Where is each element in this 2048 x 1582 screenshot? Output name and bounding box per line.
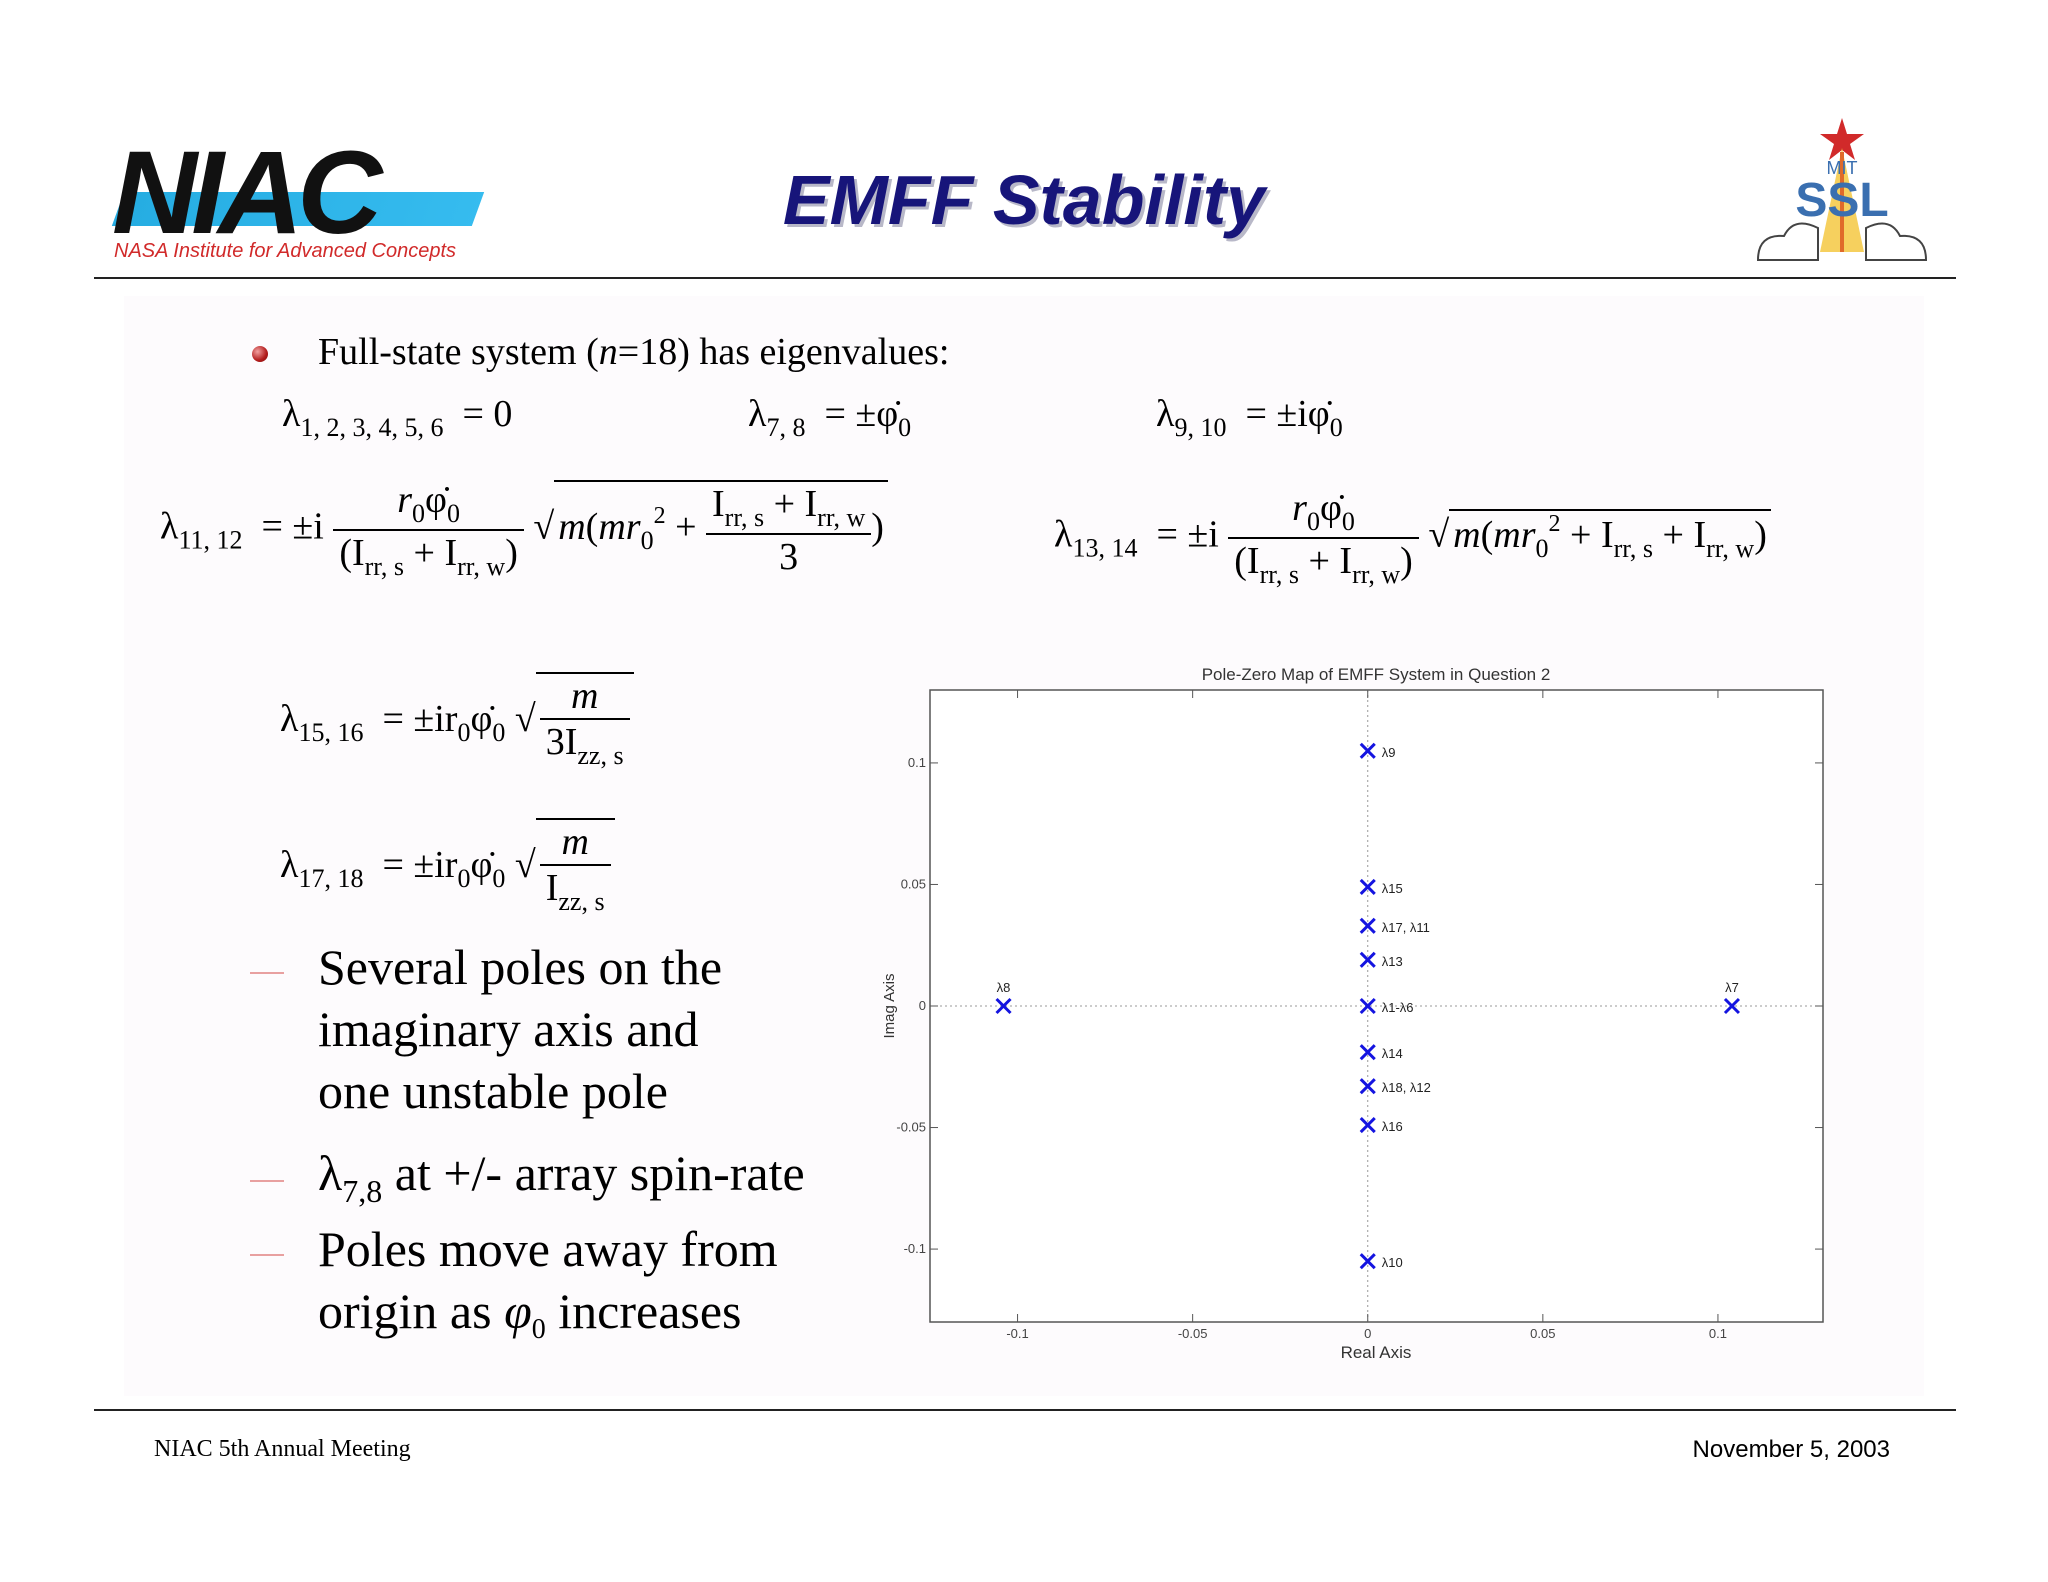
chart-points-group: λ9 λ15 λ17, λ11 λ13 λ1-λ6 λ14 λ18, λ12 λ16 λ10 λ8… [995,742,1741,1270]
eq-11-12-sqrt: m(mr02 + Irr, s + Irr, w 3) [554,479,888,579]
chart-pole-label: λ1-λ6 [1382,1000,1414,1015]
eq-lambda-7-8: λ7, 8 = ±φ̇0 [748,393,912,442]
pole-zero-chart: Pole-Zero Map of EMFF System in Question… [881,665,1824,1362]
chart-pole-marker [1359,878,1376,895]
footer-right: November 5, 2003 [1692,1436,1890,1463]
pole-x-stroke [1359,997,1376,1015]
dash-text-1: Several poles on the imaginary axis and … [318,939,723,1119]
chart-pole-label: λ15 [1382,881,1403,896]
eq-13-14-sqrt: m(mr02 + Irr, s + Irr, w) [1449,508,1771,564]
niac-logo-wordmark: NIAC [111,134,485,252]
chart-ytick-label: 0 [919,998,926,1013]
chart-pole-label: λ13 [1382,954,1403,969]
eq-lambda-17-18: λ17, 18 = ±ir0φ̇0 √ m Izz, s [280,818,615,917]
logo-mit-text: MIT [1827,158,1858,178]
chart-xtick-label: 0 [1364,1326,1371,1341]
chart-pole-marker [1359,917,1376,934]
chart-ytick-label: 0.05 [901,876,926,891]
dash-marker [250,1180,284,1182]
chart-xtick-label: -0.05 [1178,1326,1208,1341]
niac-logo-text: NIAC [112,127,382,259]
pole-x-stroke [1359,1253,1376,1270]
dash-text-2: λ7,8 at +/- array spin-rate [318,1145,805,1209]
pole-x-stroke [1723,997,1741,1015]
mit-ssl-logo: MIT SSL [1750,112,1930,272]
footer-rule [94,1409,1956,1411]
chart-pole-marker [1359,1117,1376,1134]
chart-title: Pole-Zero Map of EMFF System in Question… [1202,665,1551,684]
chart-xlabel: Real Axis [1341,1343,1412,1362]
chart-pole-label: λ9 [1382,745,1396,760]
pole-x-stroke [1359,878,1376,895]
eq-lambda-1-6: λ1, 2, 3, 4, 5, 6 = 0 [282,393,513,442]
dash-marker [250,972,284,974]
chart-pole-label: λ8 [997,980,1011,995]
footer-left: NIAC 5th Annual Meeting [154,1436,411,1462]
chart-pole-marker [1359,951,1376,968]
eq-lambda-9-10: λ9, 10 = ±iφ̇0 [1156,393,1343,442]
chart-pole-label: λ17, λ11 [1382,920,1430,935]
chart-ytick-label: -0.1 [904,1241,926,1256]
chart-xtick-label: 0.1 [1709,1326,1727,1341]
eq-lambda-11-12: λ11, 12 = ±i r0φ̇0 (Irr, s + Irr, w) √ m(… [160,478,888,582]
chart-pole-marker [1359,1078,1376,1095]
chart-pole-marker [1359,742,1376,759]
mit-ssl-logo-art: MIT SSL [1756,118,1928,261]
pole-x-stroke [995,997,1012,1015]
dash-text-3: Poles move away from origin as φ0 increa… [318,1221,778,1345]
eq-11-12-fraction: r0φ̇0 (Irr, s + Irr, w) [333,478,524,582]
chart-xtick-label: -0.1 [1006,1326,1028,1341]
chart-pole-label: λ18, λ12 [1382,1080,1431,1095]
pole-x-stroke [1359,1044,1376,1061]
logo-cloud-right [1865,222,1928,261]
chart-pole-label: λ16 [1382,1119,1403,1134]
chart-ytick-label: 0.1 [908,755,926,770]
bullet-text: Full-state system (n=18) has eigenvalues… [318,331,950,373]
header-rule [94,277,1956,279]
eq-lambda-13-14: λ13, 14 = ±i r0φ̇0 (Irr, s + Irr, w) √ m(… [1054,486,1771,590]
pole-x-stroke [1359,742,1376,759]
eq-15-16-sqrt: m 3Izz, s [535,672,634,771]
chart-pole-marker [1359,1044,1376,1061]
chart-pole-label: λ10 [1382,1255,1403,1270]
chart-pole-marker [1723,997,1741,1015]
chart-pole-marker [1359,997,1376,1015]
chart-ytick-label: -0.05 [896,1120,926,1135]
niac-logo: NIAC NASA Institute for Advanced Concept… [111,134,492,270]
bullet-icon [252,346,268,362]
pole-x-stroke [1359,917,1376,934]
chart-pole-marker [995,997,1012,1015]
chart-pole-marker [1359,1253,1376,1270]
niac-logo-tagline: NASA Institute for Advanced Concepts [114,240,457,262]
chart-ylabel: Imag Axis [881,973,898,1038]
chart-pole-label: λ14 [1382,1046,1403,1061]
logo-star-icon [1820,118,1864,160]
dash-marker [250,1254,284,1256]
pole-x-stroke [1359,951,1376,968]
chart-pole-label: λ7 [1725,980,1739,995]
page-title: EMFF Stability [782,161,1266,239]
eq-17-18-sqrt: m Izz, s [535,818,615,917]
eq-13-14-fraction: r0φ̇0 (Irr, s + Irr, w) [1228,486,1419,590]
pole-x-stroke [1359,1117,1376,1134]
pole-x-stroke [1359,1078,1376,1095]
eq-lambda-15-16: λ15, 16 = ±ir0φ̇0 √ m 3Izz, s [280,672,634,771]
logo-cloud-left [1756,222,1819,261]
chart-xtick-label: 0.05 [1530,1326,1555,1341]
logo-ssl-text: SSL [1795,174,1888,227]
